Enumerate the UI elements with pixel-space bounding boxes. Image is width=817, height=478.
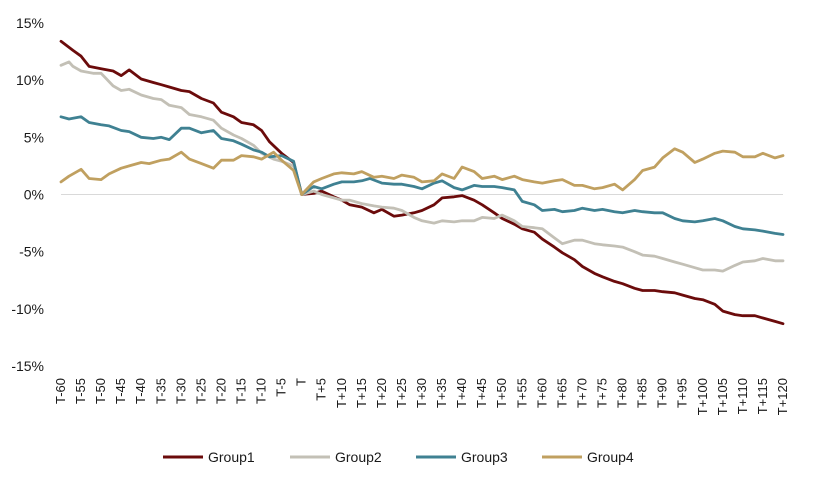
y-tick-label: -5%: [19, 244, 44, 260]
x-tick-label: T+30: [414, 378, 429, 408]
x-tick-label: T-20: [213, 378, 228, 404]
x-tick-label: T-30: [173, 378, 188, 404]
x-tick-label: T-5: [274, 378, 289, 397]
x-tick-label: T+105: [715, 378, 730, 415]
x-tick-label: T+100: [695, 378, 710, 415]
x-tick-label: T+115: [755, 378, 770, 414]
legend-item-group4: Group4: [542, 449, 634, 465]
x-tick-label: T-60: [53, 378, 68, 404]
y-tick-label: 0%: [24, 187, 44, 203]
x-tick-label: T+25: [394, 378, 409, 408]
x-tick-label: T+40: [454, 378, 469, 408]
y-tick-label: 10%: [16, 72, 44, 88]
legend-item-group1: Group1: [163, 449, 255, 465]
x-tick-label: T-10: [254, 378, 269, 404]
x-tick-label: T: [294, 378, 309, 386]
x-tick-label: T+90: [655, 378, 670, 408]
x-tick-label: T-40: [133, 378, 148, 404]
legend-label: Group2: [335, 449, 382, 465]
y-axis-tick-labels: 15% 10% 5% 0% -5% -10% -15%: [11, 15, 44, 374]
x-tick-label: T+95: [675, 378, 690, 408]
legend-label: Group1: [208, 449, 255, 465]
series-lines: [59, 39, 785, 326]
x-tick-label: T+80: [615, 378, 630, 408]
series-line-group1: [59, 39, 785, 326]
series-line-group4: [59, 147, 785, 196]
x-tick-label: T-35: [153, 378, 168, 404]
x-tick-label: T-55: [73, 378, 88, 404]
x-tick-label: T+120: [775, 378, 790, 415]
legend-item-group2: Group2: [290, 449, 382, 465]
x-tick-label: T+70: [574, 378, 589, 408]
legend-label: Group3: [461, 449, 508, 465]
x-tick-label: T+10: [334, 378, 349, 408]
series-line-group2: [59, 60, 785, 273]
legend-label: Group4: [587, 449, 634, 465]
x-tick-label: T-45: [113, 378, 128, 404]
x-tick-label: T+55: [514, 378, 529, 408]
x-tick-label: T+110: [735, 378, 750, 414]
x-tick-label: T+45: [474, 378, 489, 408]
x-tick-label: T+65: [554, 378, 569, 408]
x-tick-label: T+35: [434, 378, 449, 408]
x-tick-label: T+20: [374, 378, 389, 408]
x-tick-label: T+60: [534, 378, 549, 408]
x-tick-label: T+15: [354, 378, 369, 408]
y-tick-label: -15%: [11, 358, 44, 374]
y-tick-label: 15%: [16, 15, 44, 31]
legend-item-group3: Group3: [416, 449, 508, 465]
x-tick-label: T+5: [314, 378, 329, 401]
x-tick-label: T-25: [193, 378, 208, 404]
x-tick-label: T+50: [494, 378, 509, 408]
y-tick-label: 5%: [24, 129, 44, 145]
x-tick-label: T-15: [234, 378, 249, 404]
series-line-group3: [59, 115, 785, 236]
y-tick-label: -10%: [11, 301, 44, 317]
chart-legend: Group1 Group2 Group3 Group4: [163, 449, 634, 465]
x-tick-label: T-50: [93, 378, 108, 404]
x-tick-label: T+85: [635, 378, 650, 408]
x-axis-tick-labels: T-60 T-55 T-50 T-45 T-40 T-35 T-30 T-25 T-20 T-15…: [53, 378, 790, 415]
x-tick-label: T+75: [595, 378, 610, 408]
